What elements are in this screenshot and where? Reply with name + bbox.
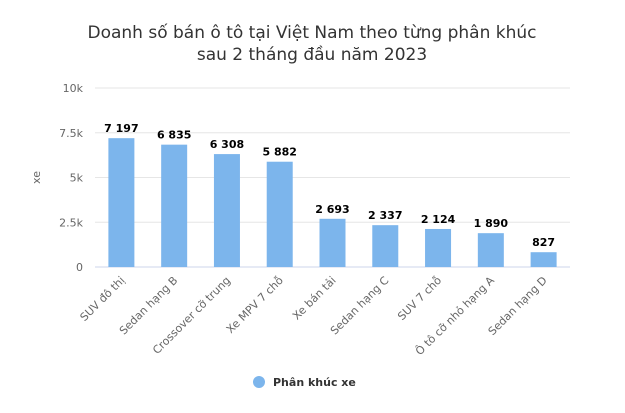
bar[interactable] bbox=[108, 138, 135, 267]
legend-label[interactable]: Phân khúc xe bbox=[273, 376, 356, 389]
bar-value-label: 2 693 bbox=[315, 203, 349, 216]
y-tick-label: 5k bbox=[70, 172, 84, 185]
y-tick-label: 10k bbox=[63, 82, 84, 95]
bar[interactable] bbox=[319, 218, 346, 267]
x-tick-label: Xe bán tải bbox=[290, 274, 339, 323]
bar-value-label: 6 835 bbox=[157, 129, 191, 142]
x-tick-label: Xe MPV 7 chỗ bbox=[224, 274, 286, 336]
y-tick-label: 0 bbox=[76, 261, 83, 274]
bar-value-label: 827 bbox=[532, 236, 555, 249]
chart-title-line-2: sau 2 tháng đầu năm 2023 bbox=[197, 44, 427, 65]
bar-value-label: 7 197 bbox=[104, 122, 138, 135]
bars bbox=[108, 138, 557, 267]
bar-value-label: 6 308 bbox=[210, 138, 244, 151]
x-tick-label: SUV đô thị bbox=[78, 274, 128, 324]
bar-value-label: 2 337 bbox=[368, 209, 402, 222]
bar[interactable] bbox=[425, 228, 452, 267]
legend-marker-icon[interactable] bbox=[253, 376, 265, 388]
bar[interactable] bbox=[372, 225, 399, 267]
legend[interactable]: Phân khúc xe bbox=[253, 376, 356, 389]
y-tick-label: 2.5k bbox=[59, 216, 83, 229]
data-labels: 7 197 6 835 6 308 5 882 2 693 2 337 2 124 1 890… bbox=[104, 122, 555, 249]
bar-value-label: 5 882 bbox=[262, 146, 296, 159]
x-tick-label: SUV 7 chỗ bbox=[395, 274, 444, 323]
y-axis-ticks: 0 2.5k 5k 7.5k 10k bbox=[59, 82, 83, 274]
bar-value-label: 1 890 bbox=[474, 217, 509, 230]
bar[interactable] bbox=[161, 144, 188, 267]
bar[interactable] bbox=[266, 161, 293, 267]
bar[interactable] bbox=[477, 233, 504, 267]
y-axis-title: xe bbox=[30, 171, 43, 184]
y-tick-label: 7.5k bbox=[59, 127, 83, 140]
bar-value-label: 2 124 bbox=[421, 213, 456, 226]
chart-title-line-1: Doanh số bán ô tô tại Việt Nam theo từng… bbox=[87, 22, 536, 43]
bar[interactable] bbox=[530, 252, 557, 267]
bar[interactable] bbox=[213, 154, 240, 267]
